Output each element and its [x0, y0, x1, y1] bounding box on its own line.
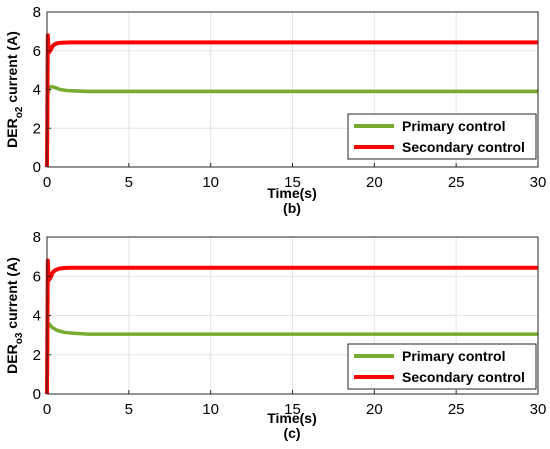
- data-point: [54, 87, 56, 89]
- data-point: [71, 332, 73, 334]
- data-point: [373, 41, 375, 43]
- y-axis-label-tail: current (A): [4, 31, 20, 106]
- legend: Primary control Secondary control: [347, 343, 537, 390]
- data-point: [51, 86, 53, 88]
- data-point: [62, 42, 64, 44]
- x-tick-label: 15: [284, 174, 301, 191]
- x-axis-label: Time(s): [267, 185, 317, 201]
- x-tick-label: 15: [284, 401, 301, 418]
- y-tick-label: 2: [33, 347, 41, 364]
- legend-label-secondary-control: Secondary control: [402, 139, 525, 155]
- legend-box: [347, 343, 537, 390]
- x-tick-label: 0: [43, 401, 51, 418]
- y-tick-label: 0: [33, 386, 41, 403]
- data-point: [56, 329, 58, 331]
- x-tick-label: 10: [202, 174, 219, 191]
- legend-label-primary-control: Primary control: [402, 348, 505, 364]
- data-point: [48, 52, 50, 54]
- data-point: [87, 90, 89, 92]
- x-tick-label: 5: [125, 174, 133, 191]
- chart-panel-c: 0 5 10 15 20 25 30 0 2 4 6 8 Time(s)(c) DERo3 current…: [4, 229, 546, 441]
- x-tick-label: 5: [125, 401, 133, 418]
- y-axis-label-main: DER: [4, 118, 20, 148]
- panel-label: (b): [283, 200, 301, 216]
- y-tick-label: 0: [33, 159, 41, 176]
- legend-label-primary-control: Primary control: [402, 118, 505, 134]
- y-axis-label-subscript: o2: [14, 106, 25, 118]
- data-point: [54, 43, 56, 45]
- data-point: [210, 41, 212, 43]
- data-point: [62, 331, 64, 333]
- data-point: [71, 41, 73, 43]
- panel-label: (c): [283, 425, 300, 441]
- y-axis-label-subscript: o3: [14, 332, 25, 344]
- y-tick-label: 8: [33, 229, 41, 246]
- x-tick-label: 25: [448, 174, 465, 191]
- data-point: [95, 267, 97, 269]
- data-point: [373, 333, 375, 335]
- data-point: [57, 268, 59, 270]
- data-point: [51, 326, 53, 328]
- y-axis-label: DERo2 current (A): [4, 31, 25, 148]
- legend-label-secondary-control: Secondary control: [402, 369, 525, 385]
- data-point: [373, 267, 375, 269]
- y-axis-label-tail: current (A): [4, 257, 20, 332]
- y-tick-label: 4: [33, 82, 41, 99]
- x-tick-label: 30: [530, 174, 547, 191]
- data-point: [111, 90, 113, 92]
- data-point: [87, 333, 89, 335]
- data-point: [52, 45, 54, 47]
- data-point: [47, 260, 49, 262]
- x-tick-label: 25: [448, 401, 465, 418]
- x-axis-label: Time(s): [267, 410, 317, 426]
- data-point: [210, 90, 212, 92]
- data-point: [59, 89, 61, 90]
- y-tick-label: 4: [33, 308, 41, 325]
- data-point: [57, 42, 59, 44]
- y-tick-label: 6: [33, 43, 41, 60]
- x-tick-label: 20: [366, 174, 383, 191]
- x-tick-label: 10: [202, 401, 219, 418]
- data-point: [373, 90, 375, 92]
- data-point: [111, 333, 113, 335]
- x-tick-label: 0: [43, 174, 51, 191]
- data-point: [66, 89, 68, 91]
- data-point: [62, 267, 64, 269]
- y-tick-label: 8: [33, 4, 41, 21]
- legend-box: [347, 113, 537, 160]
- data-point: [71, 267, 73, 269]
- y-tick-label: 2: [33, 120, 41, 137]
- data-point: [49, 277, 51, 279]
- data-point: [54, 269, 56, 271]
- legend: Primary control Secondary control: [347, 113, 537, 160]
- x-tick-label: 20: [366, 401, 383, 418]
- data-point: [47, 34, 49, 36]
- data-point: [95, 41, 97, 43]
- data-point: [210, 267, 212, 269]
- y-tick-label: 6: [33, 268, 41, 285]
- data-point: [75, 90, 77, 92]
- data-point: [52, 271, 54, 273]
- y-axis-label-main: DER: [4, 344, 20, 374]
- y-axis-label: DERo3 current (A): [4, 257, 25, 374]
- data-point: [210, 333, 212, 335]
- x-tick-label: 30: [530, 401, 547, 418]
- chart-panel-b: 0 5 10 15 20 25 30 0 2 4 6 8 Time(s)(b) DERo2 current…: [4, 4, 546, 216]
- data-point: [48, 279, 50, 281]
